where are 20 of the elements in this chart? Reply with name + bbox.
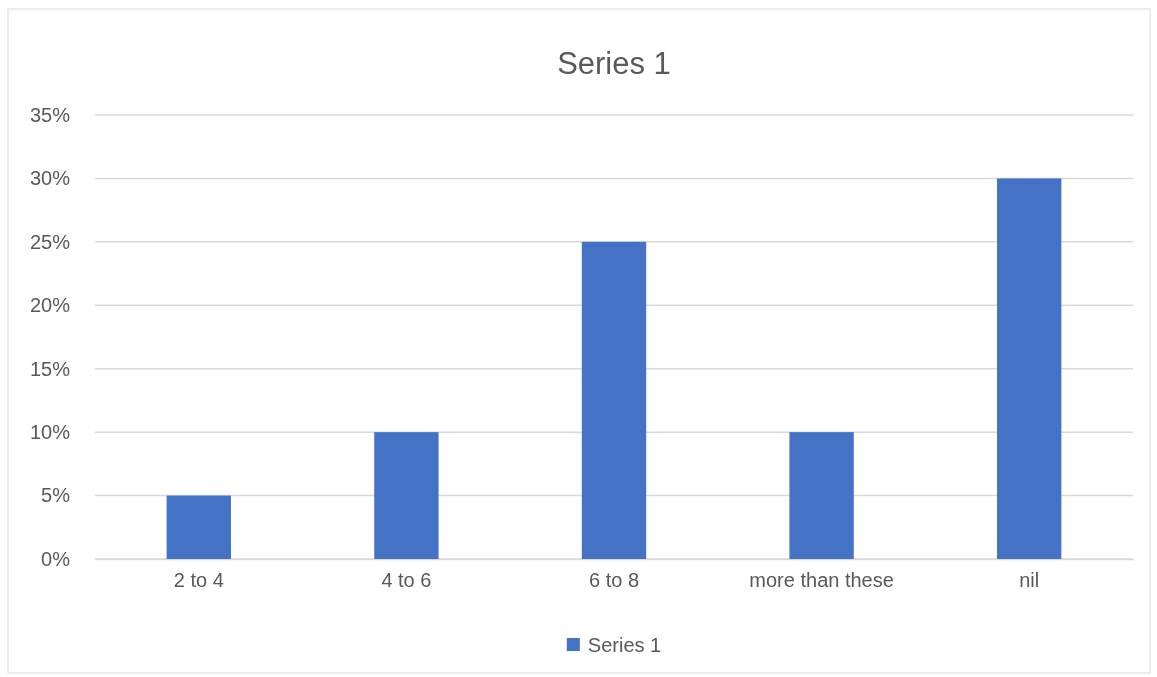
x-tick-label: 6 to 8 (588, 569, 640, 592)
y-tick-label: 20% (29, 294, 71, 317)
y-tick-label: 0% (41, 547, 71, 570)
bar (166, 495, 231, 559)
x-tick-label: 4 to 6 (381, 569, 432, 592)
y-tick-label: 25% (29, 230, 71, 253)
y-tick-label: 5% (41, 484, 71, 507)
x-tick-label: more than these (749, 569, 894, 592)
y-tick-label: 15% (29, 357, 71, 380)
chart-title: Series 1 (557, 46, 671, 81)
x-tick-label: 2 to 4 (173, 569, 224, 592)
x-tick-label: nil (1019, 569, 1040, 592)
bar (997, 178, 1062, 559)
bar (789, 432, 854, 559)
bar (374, 432, 439, 559)
bar (581, 241, 647, 559)
y-tick-label: 10% (29, 421, 71, 444)
y-tick-label: 30% (29, 167, 71, 190)
legend-label: Series 1 (587, 634, 662, 656)
y-tick-label: 35% (29, 103, 71, 126)
